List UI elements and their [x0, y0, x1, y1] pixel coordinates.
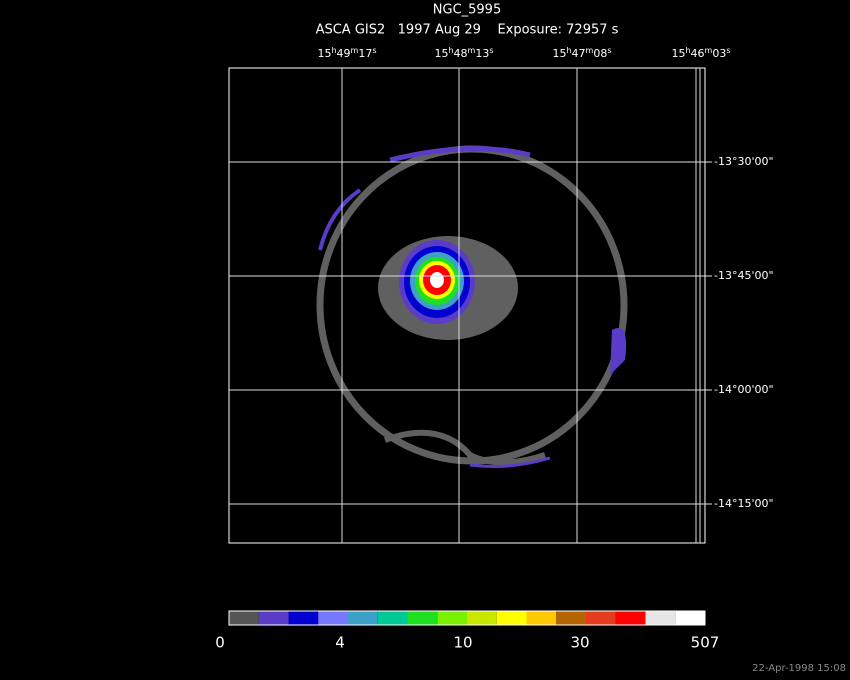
ra-value: 08 [593, 47, 607, 60]
ra-unit: m [468, 46, 476, 55]
ra-unit: m [586, 46, 594, 55]
ra-label: 15h47m08s [552, 46, 611, 61]
colorbar: 0 4 10 30 507 [215, 610, 720, 652]
ra-unit: h [448, 46, 453, 55]
ra-unit: s [489, 46, 493, 55]
timestamp: 22-Apr-1998 15:08 [752, 663, 846, 674]
ra-value: 17 [358, 47, 372, 60]
colorbar-segment [229, 611, 259, 625]
colorbar-segment [526, 611, 557, 625]
subtitle: ASCA GIS2 1997 Aug 29 Exposure: 72957 s [316, 23, 619, 38]
ra-value: 15 [671, 47, 685, 60]
colorbar-label: 10 [453, 634, 472, 652]
dec-label: -13°30'00" [714, 155, 774, 168]
colorbar-segment [407, 611, 438, 625]
colorbar-segment [645, 611, 676, 625]
colorbar-frame [228, 610, 706, 626]
ra-unit: h [566, 46, 571, 55]
colorbar-segment [675, 611, 705, 625]
colorbar-label: 507 [691, 634, 720, 652]
dec-label: -14°00'00" [714, 383, 774, 396]
ra-unit: s [372, 46, 376, 55]
ra-label: 15h49m17s [317, 46, 376, 61]
ra-value: 15 [317, 47, 331, 60]
colorbar-segment [258, 611, 289, 625]
colorbar-segment [377, 611, 408, 625]
colorbar-segment [288, 611, 319, 625]
colorbar-segment [586, 611, 616, 625]
ra-value: 15 [552, 47, 566, 60]
ra-unit: s [726, 46, 730, 55]
colorbar-segment [467, 611, 497, 625]
colorbar-label: 0 [215, 634, 225, 652]
ra-unit: m [705, 46, 713, 55]
ra-unit: h [685, 46, 690, 55]
ra-value: 15 [434, 47, 448, 60]
ra-unit: m [351, 46, 359, 55]
dec-label: -14°15'00" [714, 497, 774, 510]
ra-value: 13 [475, 47, 489, 60]
dec-label: -13°45'00" [714, 269, 774, 282]
colorbar-label: 30 [570, 634, 589, 652]
ra-label: 15h48m13s [434, 46, 493, 61]
ra-value: 46 [691, 47, 705, 60]
ra-value: 49 [337, 47, 351, 60]
colorbar-segment [437, 611, 467, 625]
colorbar-segment [318, 611, 348, 625]
colorbar-segment [615, 611, 646, 625]
colorbar-segment [348, 611, 378, 625]
ra-value: 47 [572, 47, 586, 60]
colorbar-segment [556, 611, 586, 625]
ra-unit: s [607, 46, 611, 55]
colorbar-segment [496, 611, 527, 625]
ra-value: 48 [454, 47, 468, 60]
title: NGC_5995 [433, 3, 501, 18]
ra-unit: h [331, 46, 336, 55]
ra-value: 03 [712, 47, 726, 60]
grid: 15h49m17s 15h48m13s 15h47m08s 15h46m03s-13°… [229, 46, 774, 543]
colorbar-label: 4 [335, 634, 345, 652]
image [228, 67, 706, 544]
ra-label: 15h46m03s [671, 46, 730, 61]
